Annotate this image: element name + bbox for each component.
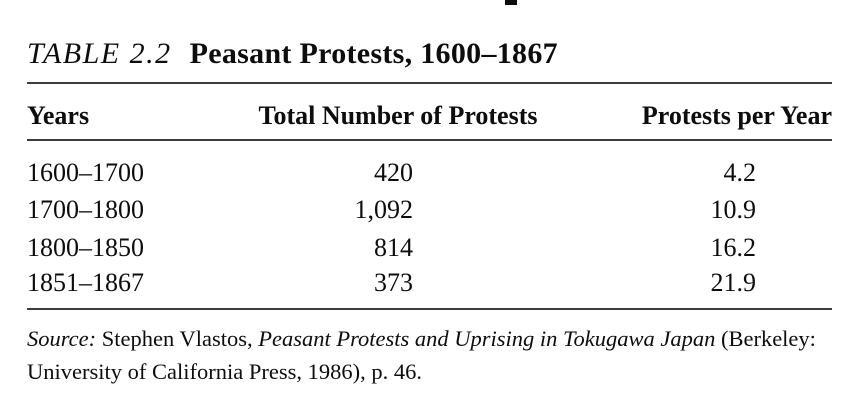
source-label: Source: — [27, 326, 97, 351]
protests-per-year-cell: 16.2 — [710, 233, 757, 262]
column-header-years: Years — [27, 101, 90, 130]
table-title: TABLE 2.2 Peasant Protests, 1600–1867 — [27, 38, 558, 70]
table-row: 1800–1850 814 16.2 — [27, 234, 832, 262]
years-cell: 1700–1800 — [27, 195, 144, 224]
protests-per-year-cell: 4.2 — [723, 158, 757, 187]
table-row: 1600–1700 420 4.2 — [27, 159, 832, 187]
years-cell: 1800–1850 — [27, 233, 144, 262]
years-cell: 1600–1700 — [27, 158, 144, 187]
table-title-text: Peasant Protests, 1600–1867 — [189, 37, 558, 70]
rule-below-title — [27, 82, 832, 84]
column-header-protests-per-year: Protests per Year — [641, 101, 832, 130]
column-header-total-protests: Total Number of Protests — [258, 101, 538, 130]
years-cell: 1851–1867 — [27, 268, 144, 297]
total-protests-cell: 373 — [374, 268, 413, 297]
total-protests-cell: 1,092 — [354, 195, 414, 224]
source-book-title: Peasant Protests and Uprising in Tokugaw… — [258, 326, 716, 351]
table-header-row: Years Total Number of Protests Protests … — [27, 101, 832, 131]
source-publisher-start: (Berkeley: — [715, 326, 816, 351]
source-line-1: Source: Stephen Vlastos, Peasant Protest… — [27, 322, 839, 355]
source-author: Stephen Vlastos, — [96, 326, 259, 351]
source-note: Source: Stephen Vlastos, Peasant Protest… — [27, 322, 839, 388]
total-protests-cell: 814 — [374, 233, 413, 262]
table-row: 1851–1867 373 21.9 — [27, 269, 832, 297]
protests-per-year-cell: 21.9 — [710, 268, 757, 297]
rule-above-source — [27, 308, 832, 310]
cropped-glyph-artifact — [505, 0, 517, 5]
table-number-label: TABLE 2.2 — [27, 37, 172, 70]
protests-per-year-cell: 10.9 — [710, 195, 757, 224]
rule-below-header — [27, 139, 832, 141]
table-row: 1700–1800 1,092 10.9 — [27, 196, 832, 224]
total-protests-cell: 420 — [374, 158, 413, 187]
source-line-2: University of California Press, 1986), p… — [27, 359, 422, 384]
